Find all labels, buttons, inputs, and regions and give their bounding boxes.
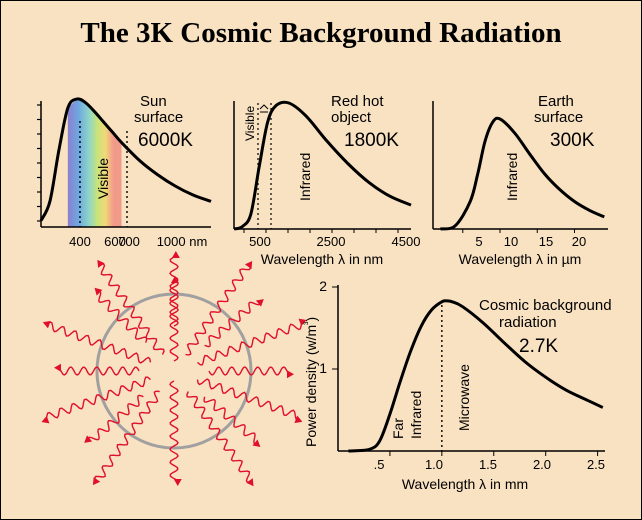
sun-xtick-400: 400	[69, 234, 91, 249]
wave-arrowhead	[94, 287, 103, 296]
wave-arrowhead	[255, 299, 264, 307]
cmb-label-line1: Cosmic background	[479, 297, 612, 314]
earth-xtick-10: 10	[504, 234, 518, 249]
cmb-panel: 1 2 Power density (w/m³) .5 1.0 1.5 2.0 …	[303, 278, 612, 492]
cmb-xtick-1.5: 1.5	[479, 457, 497, 472]
wave-arrowhead	[171, 251, 180, 258]
wave-arrowhead	[92, 477, 101, 486]
cmb-far-label: Far	[390, 418, 406, 439]
radiation-wave	[208, 366, 290, 376]
wave-arrowhead	[244, 260, 253, 269]
redhot-xlabel: Wavelength λ in nm	[261, 251, 383, 267]
wave-arrowhead	[41, 415, 50, 424]
redhot-panel: Visible Infrared Red hot object 1800K 50…	[233, 93, 421, 267]
earth-xtick-15: 15	[539, 234, 553, 249]
sun-xtick-600: 600	[104, 234, 126, 249]
radiation-wave	[186, 391, 251, 483]
earth-infrared-label: Infrared	[504, 153, 520, 201]
earth-axis-ticks	[462, 229, 575, 233]
wave-arrowhead	[42, 320, 51, 329]
wave-arrowhead	[170, 276, 179, 283]
sun-curve	[39, 97, 212, 222]
wave-arrowhead	[287, 370, 294, 379]
cmb-label-line2: radiation	[499, 314, 557, 331]
radiation-wave	[169, 255, 179, 362]
cmb-xtick-2.0: 2.0	[533, 457, 551, 472]
wave-arrowhead	[84, 435, 93, 443]
cmb-curve	[348, 299, 604, 453]
earth-xtick-20: 20	[572, 234, 586, 249]
redhot-visible-label: Visible	[243, 106, 257, 141]
sun-visible-label: Visible	[95, 158, 111, 199]
sun-panel: Sun surface 6000K Visible 400 600 700 10…	[37, 93, 212, 249]
cmb-xtick-1.0: 1.0	[425, 457, 443, 472]
earth-xlabel: Wavelength λ in µm	[459, 251, 582, 267]
redhot-arrow-mark	[259, 104, 269, 113]
sun-label-line2: surface	[134, 109, 183, 126]
radiation-wave	[98, 290, 148, 343]
redhot-label-temp: 1800K	[344, 130, 399, 151]
redhot-xtick-500: 500	[249, 234, 271, 249]
wave-arrowhead	[173, 479, 182, 486]
redhot-xtick-2500: 2500	[317, 234, 346, 249]
radiation-wave	[196, 378, 299, 421]
earth-curve	[440, 116, 605, 231]
radiation-wave	[203, 396, 257, 445]
redhot-label-line2: object	[331, 109, 372, 126]
cmb-ytick-2: 2	[319, 278, 327, 294]
radiation-wave	[204, 301, 261, 348]
wave-arrowhead	[252, 439, 261, 447]
sun-xtick-700-visible: 700	[118, 234, 140, 249]
wave-arrowhead	[298, 318, 307, 327]
radiation-wave	[47, 321, 152, 364]
earth-label-line2: surface	[534, 109, 583, 126]
radiation-waves	[41, 251, 307, 487]
cmb-ytick-1: 1	[319, 360, 327, 376]
radiation-wave	[169, 380, 179, 482]
radiation-wave	[45, 376, 151, 421]
cmb-ylabel: Power density (w/m³)	[303, 317, 319, 447]
radiation-wave	[58, 366, 140, 376]
redhot-infrared-label: Infrared	[297, 153, 313, 201]
sun-visible-band	[67, 99, 122, 227]
page-title: The 3K Cosmic Background Radiation	[80, 17, 562, 49]
earth-xtick-5: 5	[475, 234, 482, 249]
radiation-wave	[100, 263, 165, 355]
cmb-infrared-label: Infrared	[408, 391, 424, 439]
cmb-xtick-0.5: .5	[374, 457, 385, 472]
earth-panel: Infrared Earth surface 300K 5 10 15 20 W…	[432, 93, 608, 267]
wave-arrowhead	[54, 363, 61, 372]
wave-arrowhead	[246, 478, 254, 487]
wave-arrowhead	[294, 415, 303, 424]
sun-y-ticks	[37, 104, 41, 222]
sun-label-temp: 6000K	[138, 130, 193, 151]
redhot-axis-ticks	[243, 229, 399, 233]
radiation-wave	[169, 280, 179, 327]
radiation-wave	[87, 394, 144, 441]
earth-label-temp: 300K	[550, 130, 595, 151]
radiation-wave	[185, 264, 252, 356]
cmb-xlabel: Wavelength λ in mm	[402, 476, 528, 492]
redhot-curve	[233, 100, 412, 231]
cmb-label-temp: 2.7K	[519, 336, 558, 357]
radiation-wave	[93, 390, 160, 482]
radiation-wave	[197, 321, 303, 366]
wave-arrowhead	[97, 259, 105, 268]
cmb-microwave-label: Microwave	[456, 364, 472, 431]
redhot-xtick-4500: 4500	[392, 234, 421, 249]
redhot-label-line1: Red hot	[331, 93, 384, 110]
sun-label-line1: Sun	[140, 93, 167, 110]
earth-label-line1: Earth	[538, 93, 574, 110]
sun-xtick-1000: 1000 nm	[157, 234, 208, 249]
cmb-xtick-2.5: 2.5	[587, 457, 605, 472]
cmb-axis-ticks	[332, 286, 599, 456]
radiating-sphere-illustration	[41, 251, 307, 487]
